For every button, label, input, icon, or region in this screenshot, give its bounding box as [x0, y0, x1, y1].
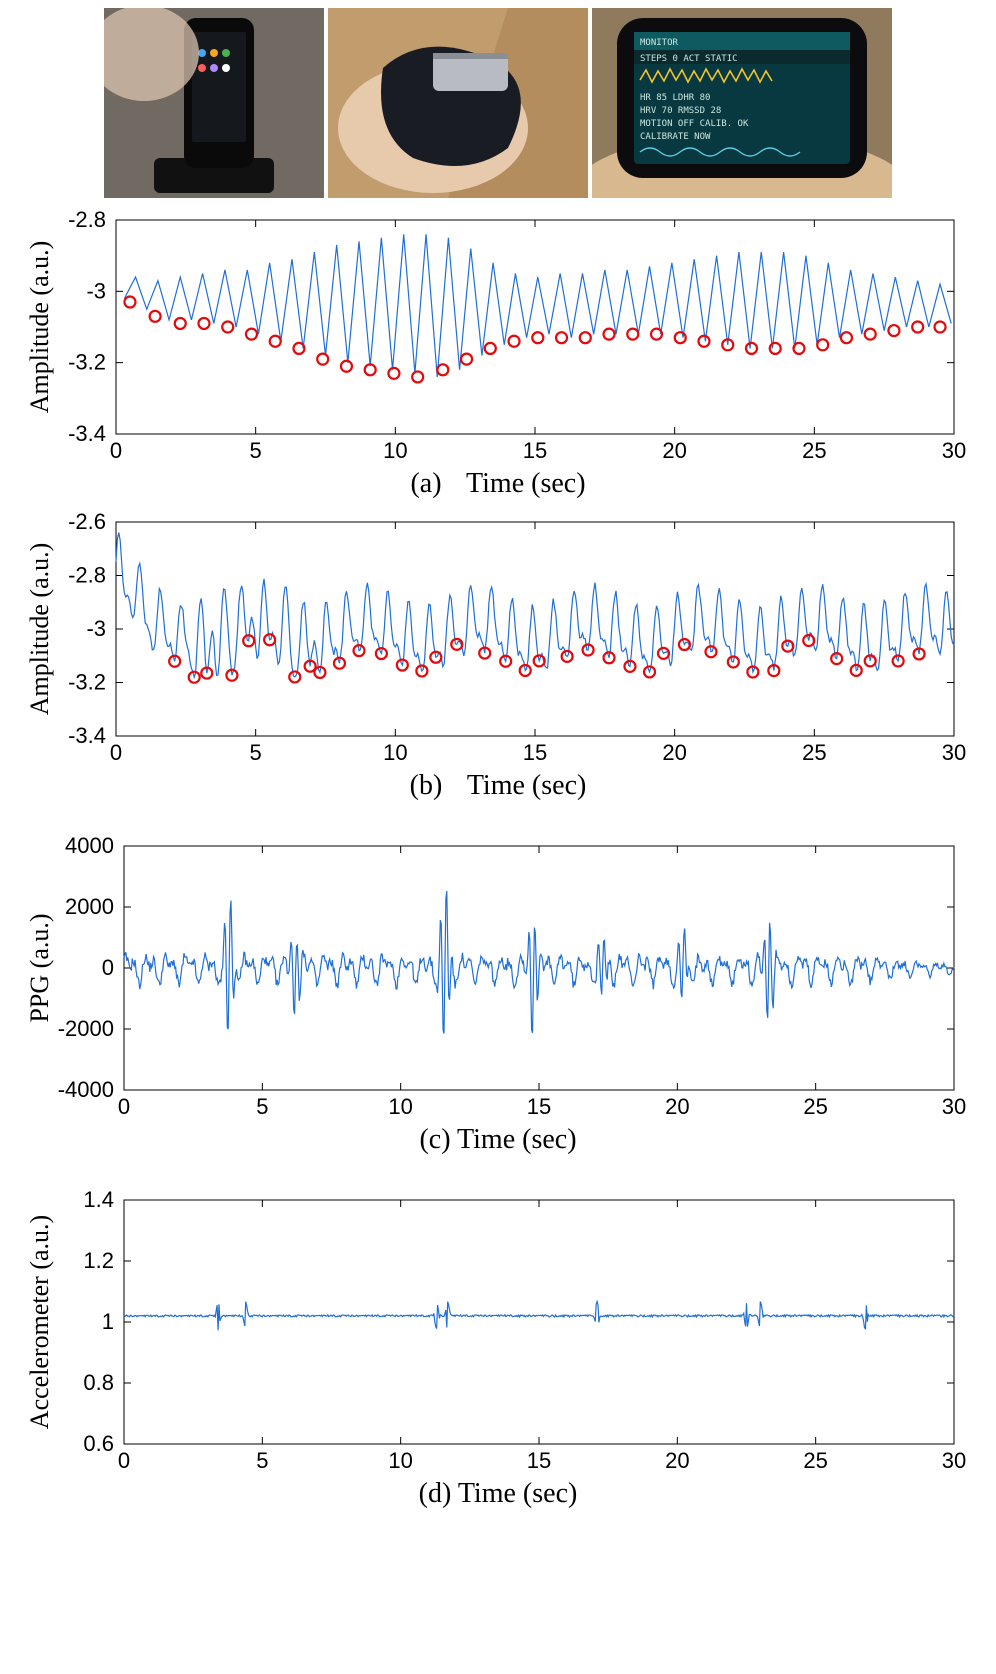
- svg-text:-4000: -4000: [58, 1077, 114, 1102]
- chart-d-caption: (d) Time (sec): [28, 1478, 968, 1510]
- svg-text:Amplitude (a.u.): Amplitude (a.u.): [28, 241, 54, 414]
- photo-phone-on-stand: [104, 8, 324, 198]
- svg-text:-3.4: -3.4: [68, 723, 106, 748]
- chart-d-xlabel: Time (sec): [458, 1478, 578, 1509]
- svg-text:25: 25: [802, 438, 826, 463]
- svg-text:-3.2: -3.2: [68, 670, 106, 695]
- photo-wristband-side: [328, 8, 588, 198]
- chart-b-caption: (b) Time (sec): [28, 770, 968, 802]
- chart-b-block: 0 5 10 15 20 25 30 -3.4 -3.2 -3 -2.8 -2.6 Amplitude …: [28, 512, 968, 802]
- svg-text:4000: 4000: [65, 836, 114, 858]
- device-photo-row: MONITOR STEPS 0 ACT STATIC HR 85 LDHR 80…: [0, 0, 996, 198]
- svg-text:-2.8: -2.8: [68, 563, 106, 588]
- svg-text:MOTION OFF CALIB. OK: MOTION OFF CALIB. OK: [640, 119, 749, 129]
- chart-d-block: 0 5 10 15 20 25 30 0.6 0.8 1 1.2 1.4 Accelerometer (…: [28, 1190, 968, 1510]
- svg-text:5: 5: [256, 1448, 268, 1473]
- svg-text:20: 20: [665, 1448, 689, 1473]
- svg-text:MONITOR: MONITOR: [640, 38, 679, 48]
- svg-text:5: 5: [250, 438, 262, 463]
- svg-text:2000: 2000: [65, 894, 114, 919]
- svg-text:-2000: -2000: [58, 1016, 114, 1041]
- svg-text:0.6: 0.6: [83, 1431, 114, 1456]
- svg-text:-2.8: -2.8: [68, 210, 106, 232]
- svg-text:10: 10: [383, 438, 407, 463]
- chart-a: 0 5 10 15 20 25 30 -3.4 -3.2 -3 -2.8 Amplitude (a.u…: [28, 210, 968, 470]
- svg-text:20: 20: [662, 438, 686, 463]
- chart-b-xlabel: Time (sec): [467, 770, 587, 801]
- svg-text:15: 15: [523, 740, 547, 765]
- svg-text:1.2: 1.2: [83, 1248, 114, 1273]
- svg-text:HRV 70 RMSSD 28: HRV 70 RMSSD 28: [640, 106, 721, 116]
- svg-text:0: 0: [118, 1448, 130, 1473]
- svg-text:-3: -3: [86, 278, 106, 303]
- chart-a-caption: (a) Time (sec): [28, 468, 968, 500]
- svg-text:10: 10: [383, 740, 407, 765]
- chart-d-letter: (d): [419, 1478, 452, 1509]
- chart-a-block: 0 5 10 15 20 25 30 -3.4 -3.2 -3 -2.8 Amplitude (a.u…: [28, 210, 968, 500]
- chart-a-letter: (a): [410, 468, 441, 499]
- chart-b-letter: (b): [410, 770, 443, 801]
- svg-text:Amplitude (a.u.): Amplitude (a.u.): [28, 543, 54, 716]
- svg-text:0: 0: [118, 1094, 130, 1119]
- chart-c: 0 5 10 15 20 25 30 -4000 -2000 0 2000 4000 PPG (a.u.…: [28, 836, 968, 1126]
- chart-a-xlabel: Time (sec): [466, 468, 586, 499]
- svg-text:-3.4: -3.4: [68, 421, 106, 446]
- svg-text:30: 30: [942, 1094, 966, 1119]
- svg-text:15: 15: [523, 438, 547, 463]
- chart-c-block: 0 5 10 15 20 25 30 -4000 -2000 0 2000 4000 PPG (a.u.…: [28, 836, 968, 1156]
- svg-text:-2.6: -2.6: [68, 512, 106, 534]
- svg-text:HR 85 LDHR 80: HR 85 LDHR 80: [640, 93, 710, 103]
- svg-text:1: 1: [102, 1309, 114, 1334]
- svg-text:5: 5: [250, 740, 262, 765]
- svg-text:Accelerometer (a.u.): Accelerometer (a.u.): [28, 1215, 54, 1429]
- svg-text:30: 30: [942, 438, 966, 463]
- svg-text:20: 20: [662, 740, 686, 765]
- svg-text:5: 5: [256, 1094, 268, 1119]
- svg-text:CALIBRATE NOW: CALIBRATE NOW: [640, 132, 711, 142]
- svg-text:25: 25: [803, 1448, 827, 1473]
- svg-text:0.8: 0.8: [83, 1370, 114, 1395]
- svg-text:1.4: 1.4: [83, 1190, 114, 1212]
- svg-text:STEPS 0 ACT STATIC: STEPS 0 ACT STATIC: [640, 54, 738, 64]
- chart-c-letter: (c): [419, 1124, 450, 1155]
- svg-text:25: 25: [803, 1094, 827, 1119]
- chart-c-caption: (c) Time (sec): [28, 1124, 968, 1156]
- svg-text:10: 10: [388, 1094, 412, 1119]
- svg-text:30: 30: [942, 1448, 966, 1473]
- svg-text:PPG (a.u.): PPG (a.u.): [28, 913, 54, 1022]
- svg-text:15: 15: [527, 1094, 551, 1119]
- svg-text:25: 25: [802, 740, 826, 765]
- svg-text:10: 10: [388, 1448, 412, 1473]
- chart-d: 0 5 10 15 20 25 30 0.6 0.8 1 1.2 1.4 Accelerometer (…: [28, 1190, 968, 1480]
- svg-text:-3: -3: [86, 616, 106, 641]
- svg-text:15: 15: [527, 1448, 551, 1473]
- svg-text:0: 0: [110, 438, 122, 463]
- svg-text:20: 20: [665, 1094, 689, 1119]
- chart-c-xlabel: Time (sec): [457, 1124, 577, 1155]
- svg-text:30: 30: [942, 740, 966, 765]
- photo-smartwatch-screen: MONITOR STEPS 0 ACT STATIC HR 85 LDHR 80…: [592, 8, 892, 198]
- svg-text:0: 0: [102, 955, 114, 980]
- svg-text:-3.2: -3.2: [68, 350, 106, 375]
- chart-b: 0 5 10 15 20 25 30 -3.4 -3.2 -3 -2.8 -2.6 Amplitude …: [28, 512, 968, 772]
- svg-text:0: 0: [110, 740, 122, 765]
